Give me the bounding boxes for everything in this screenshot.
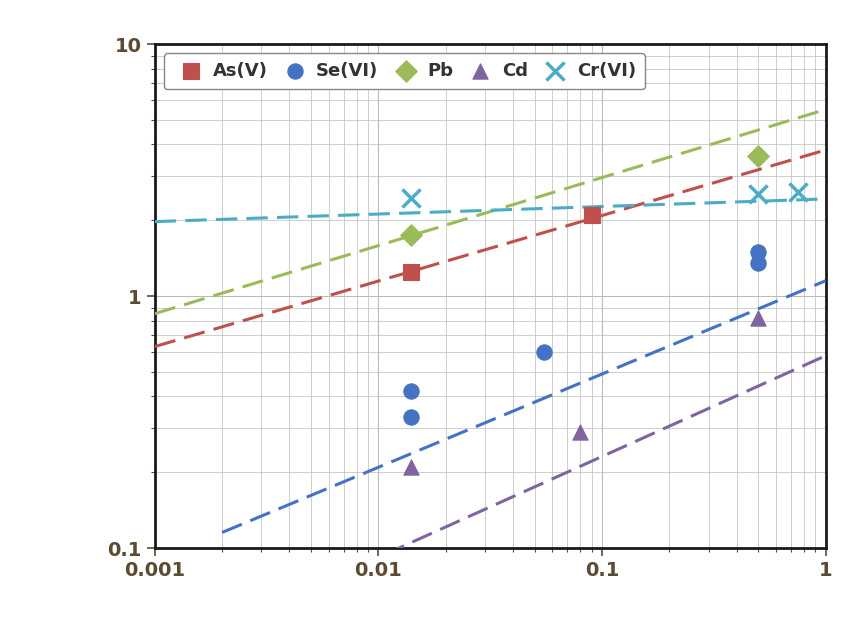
Point	[404, 462, 418, 472]
Point	[574, 427, 587, 437]
Point	[752, 247, 765, 257]
Point	[585, 210, 599, 220]
Point	[404, 193, 418, 203]
Point	[404, 386, 418, 396]
Point	[752, 312, 765, 323]
Point	[752, 188, 765, 198]
Point	[752, 258, 765, 268]
Point	[404, 413, 418, 423]
Point	[791, 186, 805, 197]
Point	[537, 347, 550, 357]
Point	[404, 230, 418, 240]
Point	[404, 266, 418, 277]
Point	[752, 151, 765, 161]
Legend: As(V), Se(VI), Pb, Cd, Cr(VI): As(V), Se(VI), Pb, Cd, Cr(VI)	[163, 53, 645, 89]
